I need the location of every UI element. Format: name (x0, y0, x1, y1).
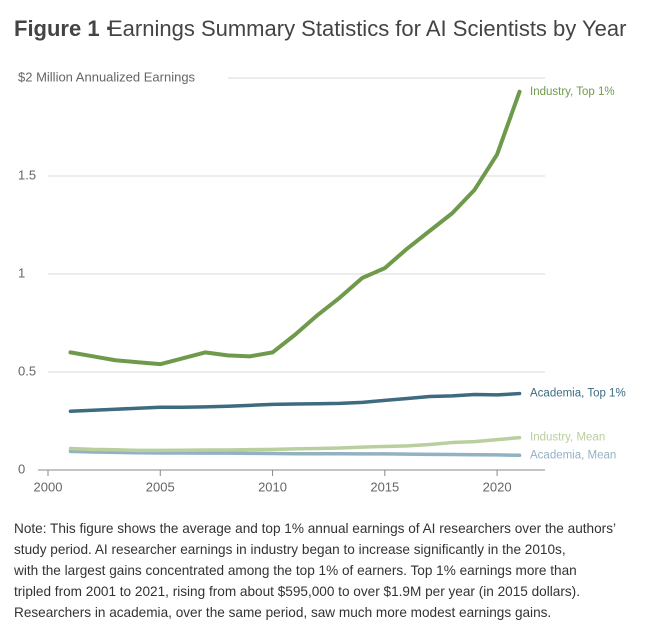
note-line: tripled from 2001 to 2021, rising from a… (14, 584, 580, 599)
note-line: study period. AI researcher earnings in … (14, 542, 566, 557)
x-tick-label: 2005 (146, 479, 175, 494)
series-label: Academia, Top 1% (530, 388, 626, 400)
series-label: Industry, Mean (530, 432, 605, 444)
y-tick-label: 1 (18, 265, 25, 280)
series-line (68, 449, 522, 458)
y-tick-label: 1.5 (18, 167, 36, 182)
x-tick-label: 2010 (258, 479, 287, 494)
note: Note: This figure shows the average and … (14, 518, 644, 623)
x-tick-label: 2020 (483, 479, 512, 494)
chart: Figure 1 · Earnings Summary Statistics f… (14, 16, 626, 495)
series-line (68, 89, 522, 367)
note-line: Note: This figure shows the average and … (14, 521, 617, 536)
y-tick-label: $2 Million Annualized Earnings (18, 69, 196, 84)
y-tick-label: 0 (18, 461, 25, 476)
series-label: Industry, Top 1% (530, 86, 615, 98)
note-line: with the largest gains concentrated amon… (14, 563, 577, 578)
series-label: Academia, Mean (530, 449, 616, 461)
figure-label: Figure 1 · (14, 16, 113, 41)
x-tick-label: 2015 (370, 479, 399, 494)
x-tick-label: 2000 (34, 479, 63, 494)
note-line: Researchers in academia, over the same p… (14, 605, 552, 620)
series-line (68, 391, 522, 413)
y-tick-label: 0.5 (18, 363, 36, 378)
chart-title: Earnings Summary Statistics for AI Scien… (108, 16, 626, 41)
series-line (68, 435, 522, 453)
